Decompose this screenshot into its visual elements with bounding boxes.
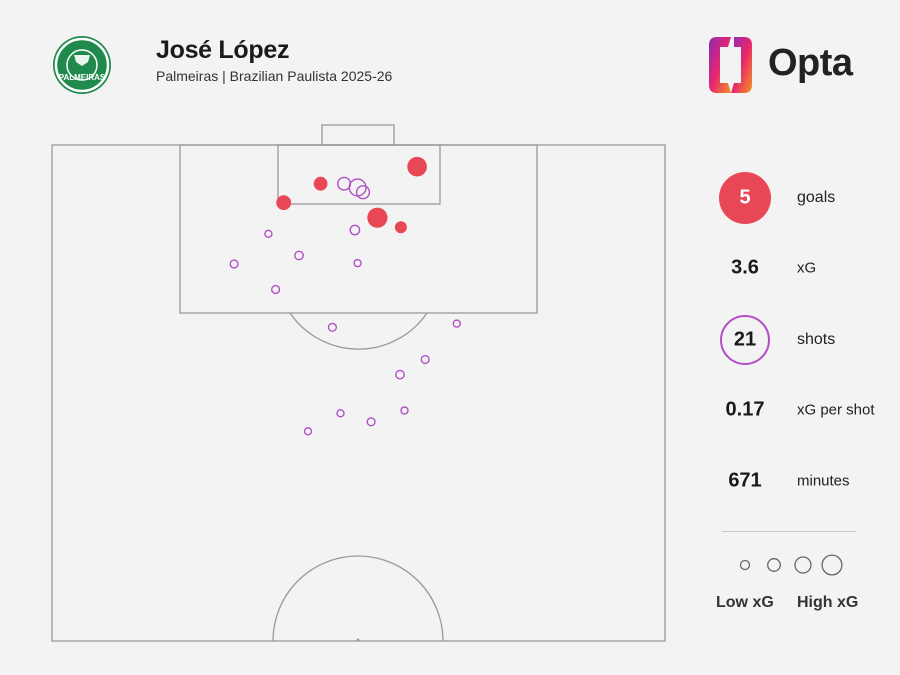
legend-size-circle [767,558,781,572]
shots-layer [229,156,461,436]
shot-marker [229,259,239,269]
shot-marker [303,427,313,436]
shot-marker [400,406,409,415]
penalty-arc [289,312,428,350]
xg-per-shot-value: 0.17 [725,398,765,421]
shots-stat: 21 shots [700,314,900,366]
shot-marker [395,369,405,380]
shot-marker [294,250,304,261]
xg-stat: 3.6 xG [700,242,900,294]
shots-value: 21 [733,328,757,351]
palmeiras-crest-icon: PALMEIRAS [53,36,111,94]
shot-marker [337,176,352,191]
goals-stat: 5 goals [700,172,900,224]
pitch-outline [51,144,666,642]
legend-size-circle [739,559,751,571]
penalty-area [179,144,538,314]
shot-marker [452,319,461,328]
shot-marker [366,417,376,427]
goal [321,124,395,146]
shot-marker [348,178,367,197]
goals-value: 5 [739,186,751,209]
shot-marker [420,354,430,365]
shot-marker [336,409,345,418]
shot-marker [271,284,281,295]
shot-marker [353,258,362,268]
shot-marker [349,224,361,236]
xg-label: xG [797,259,817,277]
header: PALMEIRAS José López Palmeiras | Brazili… [0,0,900,110]
goals-label: goals [797,189,836,206]
goal-marker [367,207,388,228]
legend-size-circle [821,554,843,576]
shot-marker [355,185,371,200]
crest-lettering: PALMEIRAS [59,73,106,82]
minutes-label: minutes [797,472,850,490]
shots-badge [720,315,770,365]
goal-marker [276,195,292,211]
legend-size-circle [794,556,812,574]
legend-high-label: High xG [797,594,859,611]
centre-spot [356,638,360,642]
goal-marker [394,221,407,234]
legend-low-label: Low xG [716,594,774,611]
shots-label: shots [797,331,836,348]
subtitle: Palmeiras | Brazilian Paulista 2025-26 [156,68,393,84]
legend-divider [722,531,856,532]
shot-marker [264,229,273,239]
xg-per-shot-stat: 0.17 xG per shot [700,384,900,436]
brand-name: Opta [768,42,853,84]
goal-marker [313,176,328,191]
minutes-value: 671 [728,469,762,492]
shot-marker [327,322,338,332]
xg-size-legend [739,554,843,576]
centre-circle-arc [272,555,444,642]
xg-value: 3.6 [731,256,759,279]
minutes-stat: 671 minutes [700,455,900,507]
xg-per-shot-label: xG per shot [797,401,875,419]
goals-badge [719,172,771,224]
pitch-lines [51,124,666,642]
player-name: José López [156,36,290,64]
goal-marker [407,156,427,177]
opta-logo-icon [709,37,752,93]
